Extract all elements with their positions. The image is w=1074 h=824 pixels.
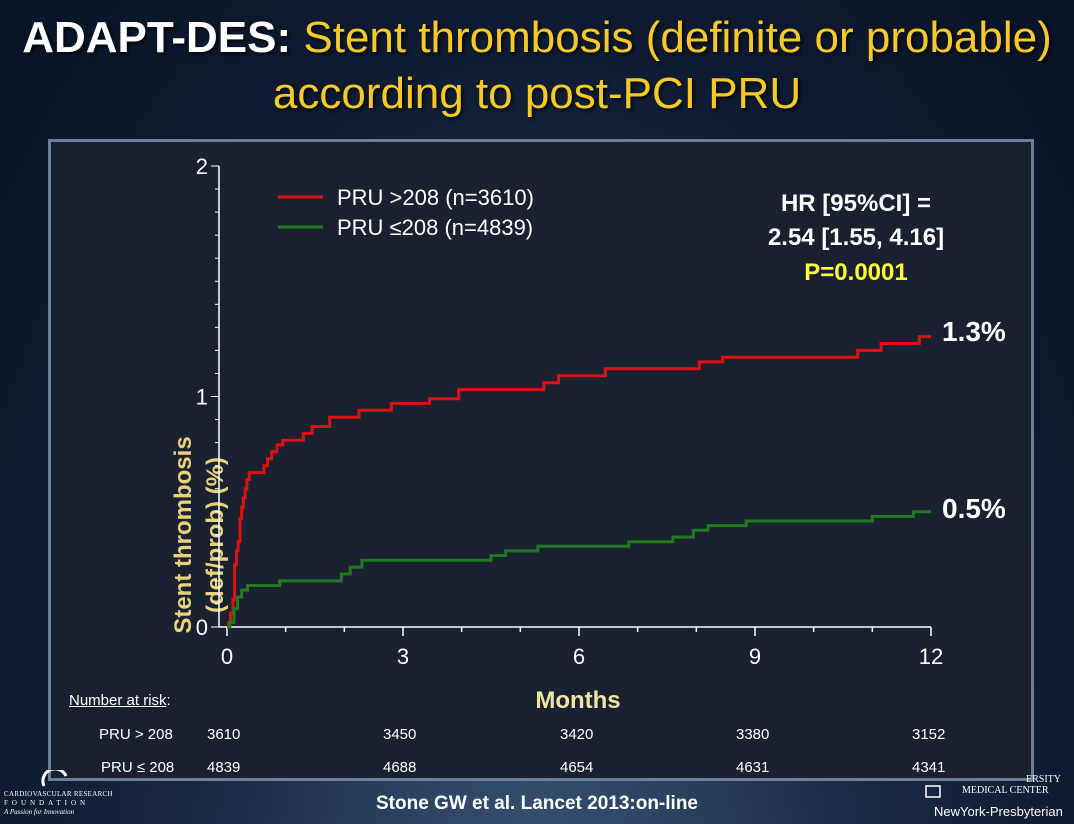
risk-cell: 4341 <box>912 759 946 776</box>
p-value: P=0.0001 <box>804 259 908 286</box>
hazard-ratio-label: HR [95%CI] = <box>780 190 932 217</box>
slide-title-rest: Stent thrombosis (definite or probable) … <box>272 13 1052 118</box>
hazard-ratio-value: 2.54 [1.55, 4.16] <box>767 224 945 251</box>
chart-panel: Stent thrombosis (def/prob) (%) Months 0… <box>48 139 1034 781</box>
risk-table-header: Number at risk: <box>69 692 171 709</box>
y-tick-label: 2 <box>196 154 208 179</box>
risk-table-header-colon: : <box>166 692 171 709</box>
legend-label: PRU >208 (n=3610) <box>337 185 534 210</box>
y-axis-label-line1: Stent thrombosis <box>170 436 197 633</box>
x-axis-label: Months <box>535 687 620 714</box>
end-label-low: 0.5% <box>942 493 1006 524</box>
crf-logo-mark <box>41 770 68 787</box>
risk-cell: 3610 <box>207 726 241 743</box>
nyp-logo: ERSITY MEDICAL CENTER NewYork-Presbyteri… <box>924 770 1074 824</box>
end-label-high: 1.3% <box>942 316 1006 347</box>
nyp-logo-line3: NewYork-Presbyterian <box>934 804 1063 819</box>
x-tick-label: 0 <box>221 644 233 669</box>
crf-logo-line3: A Passion for Innovation <box>4 808 75 816</box>
risk-cell: 4688 <box>383 759 417 776</box>
slide-title: ADAPT-DES: Stent thrombosis (definite or… <box>0 10 1074 122</box>
risk-cell: 3152 <box>912 726 946 743</box>
x-tick-label: 12 <box>919 644 943 669</box>
nyp-shield-icon <box>925 785 941 798</box>
y-tick-label: 1 <box>196 385 208 410</box>
series-lines <box>227 335 931 629</box>
nyp-logo-line1: ERSITY <box>1026 774 1061 785</box>
risk-table-header-text: Number at risk <box>69 692 167 709</box>
y-axis-label: Stent thrombosis (def/prob) (%) <box>170 436 229 633</box>
x-tick-label: 3 <box>397 644 409 669</box>
legend-label: PRU ≤208 (n=4839) <box>337 215 533 240</box>
y-tick-label: 0 <box>196 615 208 640</box>
risk-cell: 3380 <box>736 726 770 743</box>
risk-cell: 3450 <box>383 726 417 743</box>
risk-cell: 3420 <box>560 726 594 743</box>
risk-cell: 4654 <box>560 759 594 776</box>
risk-cell: 4631 <box>736 759 770 776</box>
risk-row-label-low: PRU ≤ 208 <box>101 759 175 776</box>
risk-cell: 4839 <box>207 759 241 776</box>
series-line-high <box>227 335 931 629</box>
legend: PRU >208 (n=3610) PRU ≤208 (n=4839) <box>278 185 534 240</box>
km-plot: Stent thrombosis (def/prob) (%) Months 0… <box>170 154 943 714</box>
series-line-low <box>227 510 931 629</box>
slide-title-study: ADAPT-DES: <box>22 13 292 62</box>
crf-logo-line2: FOUNDATION <box>4 799 90 807</box>
crf-logo-line1: CARDIOVASCULAR RESEARCH <box>4 790 113 798</box>
crf-logo: CARDIOVASCULAR RESEARCH FOUNDATION A Pas… <box>4 770 124 820</box>
citation: Stone GW et al. Lancet 2013:on-line <box>375 793 698 814</box>
risk-row-label-high: PRU > 208 <box>99 726 173 743</box>
x-tick-label: 9 <box>749 644 761 669</box>
nyp-logo-line2: MEDICAL CENTER <box>962 785 1049 796</box>
x-tick-label: 6 <box>573 644 585 669</box>
